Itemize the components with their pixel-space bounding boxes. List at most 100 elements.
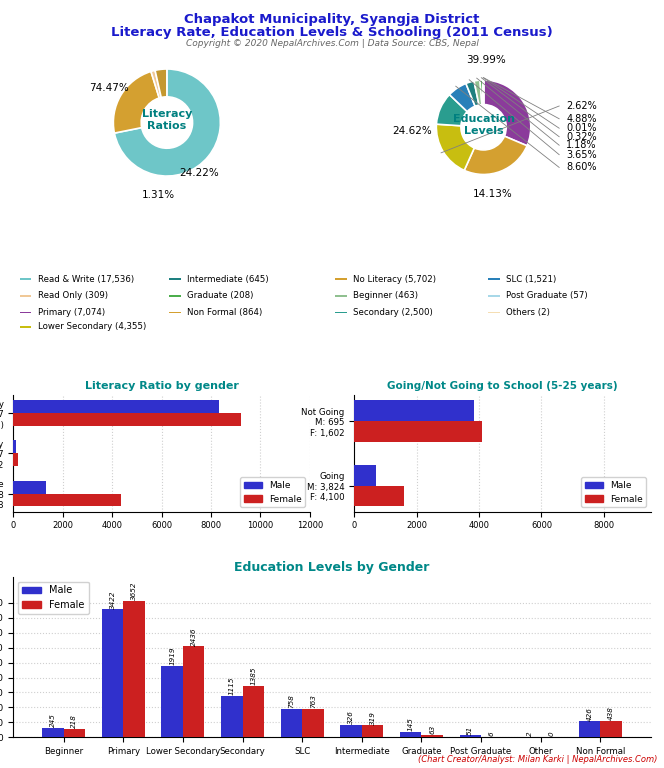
Bar bbox=[354, 465, 376, 485]
Wedge shape bbox=[483, 80, 531, 146]
Text: Read & Write (17,536): Read & Write (17,536) bbox=[37, 274, 133, 283]
Bar bbox=[354, 421, 482, 442]
Wedge shape bbox=[464, 136, 527, 174]
Bar bbox=[20, 278, 31, 280]
Bar bbox=[169, 295, 181, 296]
Bar bbox=[13, 440, 16, 453]
Text: 24.22%: 24.22% bbox=[179, 168, 219, 178]
Text: 51: 51 bbox=[467, 726, 473, 735]
Bar bbox=[302, 709, 323, 737]
Bar bbox=[488, 312, 499, 313]
Text: 763: 763 bbox=[310, 694, 316, 708]
Bar bbox=[459, 736, 481, 737]
Wedge shape bbox=[114, 71, 159, 133]
Bar bbox=[579, 721, 600, 737]
Text: No Literacy (5,702): No Literacy (5,702) bbox=[353, 274, 436, 283]
Text: Secondary (2,500): Secondary (2,500) bbox=[353, 308, 433, 317]
Bar bbox=[183, 647, 205, 737]
Text: 3.65%: 3.65% bbox=[566, 150, 597, 160]
Text: Others (2): Others (2) bbox=[506, 308, 550, 317]
Text: Lower Secondary (4,355): Lower Secondary (4,355) bbox=[37, 323, 146, 331]
Text: 3422: 3422 bbox=[110, 591, 116, 609]
Text: Post Graduate (57): Post Graduate (57) bbox=[506, 291, 588, 300]
Bar bbox=[354, 400, 473, 421]
Wedge shape bbox=[155, 69, 167, 98]
Bar bbox=[281, 709, 302, 737]
Text: SLC (1,521): SLC (1,521) bbox=[506, 274, 556, 283]
Text: 63: 63 bbox=[429, 725, 435, 734]
Text: Primary (7,074): Primary (7,074) bbox=[37, 308, 105, 317]
Legend: Male, Female: Male, Female bbox=[240, 478, 305, 507]
Bar bbox=[13, 481, 46, 494]
Bar bbox=[362, 725, 383, 737]
Wedge shape bbox=[450, 84, 475, 111]
Text: Graduate (208): Graduate (208) bbox=[187, 291, 254, 300]
Text: Literacy Rate, Education Levels & Schooling (2011 Census): Literacy Rate, Education Levels & School… bbox=[111, 26, 553, 39]
Bar bbox=[354, 485, 404, 506]
Bar bbox=[335, 295, 347, 296]
Text: Beginner (463): Beginner (463) bbox=[353, 291, 418, 300]
Bar bbox=[600, 721, 622, 737]
Bar bbox=[13, 400, 219, 413]
Bar bbox=[13, 494, 121, 506]
Text: Chapakot Municipality, Syangja District: Chapakot Municipality, Syangja District bbox=[185, 13, 479, 26]
Bar bbox=[169, 312, 181, 313]
Text: 1385: 1385 bbox=[250, 667, 256, 685]
Text: 426: 426 bbox=[586, 707, 592, 720]
Text: 319: 319 bbox=[370, 710, 376, 725]
Bar bbox=[161, 666, 183, 737]
Bar bbox=[102, 610, 124, 737]
Text: Read Only (309): Read Only (309) bbox=[37, 291, 108, 300]
Text: Non Formal (864): Non Formal (864) bbox=[187, 308, 262, 317]
Text: 74.47%: 74.47% bbox=[89, 83, 129, 93]
Text: 326: 326 bbox=[348, 710, 354, 724]
Bar bbox=[221, 696, 242, 737]
Text: 2: 2 bbox=[527, 732, 533, 737]
Bar bbox=[169, 278, 181, 280]
Text: 6: 6 bbox=[489, 732, 495, 737]
Text: Intermediate (645): Intermediate (645) bbox=[187, 274, 269, 283]
Text: 1.31%: 1.31% bbox=[142, 190, 175, 200]
Bar bbox=[20, 295, 31, 296]
Bar bbox=[13, 453, 18, 466]
Title: Going/Not Going to School (5-25 years): Going/Not Going to School (5-25 years) bbox=[387, 382, 618, 392]
Text: 1.18%: 1.18% bbox=[566, 141, 597, 151]
Text: 218: 218 bbox=[72, 714, 78, 728]
Wedge shape bbox=[151, 71, 161, 98]
Wedge shape bbox=[436, 94, 467, 126]
Text: 8.60%: 8.60% bbox=[566, 162, 597, 172]
Bar bbox=[13, 413, 241, 426]
Text: 2436: 2436 bbox=[191, 627, 197, 646]
Bar bbox=[124, 601, 145, 737]
Text: 0.01%: 0.01% bbox=[566, 123, 597, 133]
Wedge shape bbox=[466, 81, 479, 106]
Text: 24.62%: 24.62% bbox=[392, 126, 432, 136]
Wedge shape bbox=[436, 124, 474, 170]
Bar bbox=[335, 278, 347, 280]
Wedge shape bbox=[474, 80, 482, 105]
Text: Education
Levels: Education Levels bbox=[453, 114, 515, 136]
Text: (Chart Creator/Analyst: Milan Karki | NepalArchives.Com): (Chart Creator/Analyst: Milan Karki | Ne… bbox=[418, 755, 657, 764]
Text: 438: 438 bbox=[608, 707, 614, 720]
Bar bbox=[400, 732, 422, 737]
Text: 3652: 3652 bbox=[131, 581, 137, 600]
Bar bbox=[42, 728, 64, 737]
Bar bbox=[64, 729, 85, 737]
Text: 0: 0 bbox=[548, 732, 554, 737]
Text: Copyright © 2020 NepalArchives.Com | Data Source: CBS, Nepal: Copyright © 2020 NepalArchives.Com | Dat… bbox=[185, 39, 479, 48]
Text: 4.88%: 4.88% bbox=[566, 114, 597, 124]
Bar bbox=[242, 686, 264, 737]
Legend: Male, Female: Male, Female bbox=[18, 581, 88, 614]
Bar bbox=[20, 326, 31, 328]
Text: 14.13%: 14.13% bbox=[473, 190, 513, 200]
Wedge shape bbox=[114, 69, 220, 176]
Text: 758: 758 bbox=[288, 694, 294, 708]
Text: 1919: 1919 bbox=[169, 647, 175, 665]
Text: 245: 245 bbox=[50, 713, 56, 727]
Text: 1115: 1115 bbox=[229, 677, 235, 695]
Bar bbox=[341, 725, 362, 737]
Title: Education Levels by Gender: Education Levels by Gender bbox=[234, 561, 430, 574]
Bar bbox=[422, 735, 443, 737]
Legend: Male, Female: Male, Female bbox=[581, 478, 646, 507]
Title: Literacy Ratio by gender: Literacy Ratio by gender bbox=[84, 382, 238, 392]
